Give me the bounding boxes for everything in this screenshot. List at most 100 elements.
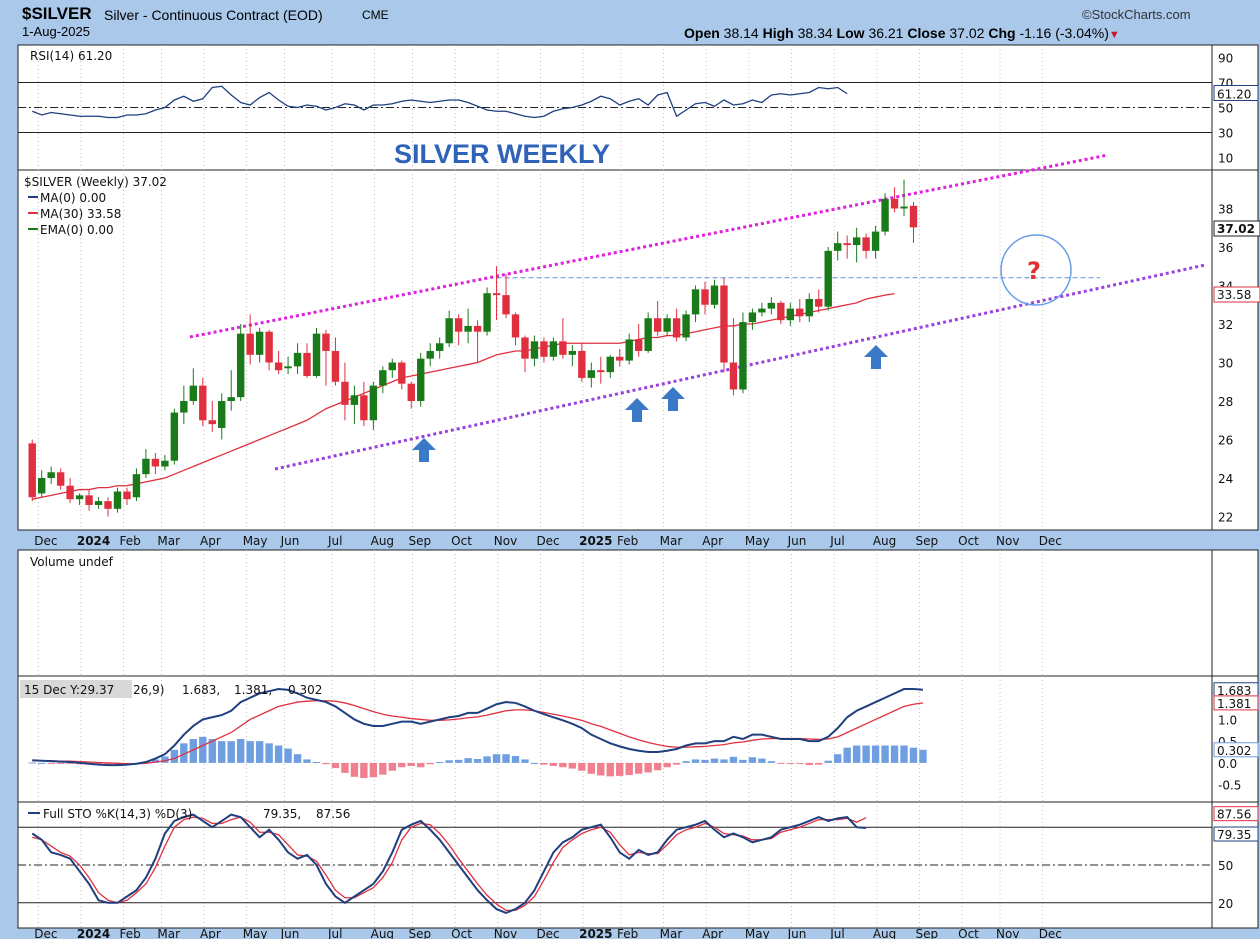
macd-histogram-bar <box>379 762 387 775</box>
x-tick-label: Mar <box>660 534 683 548</box>
macd-histogram-bar <box>56 762 65 764</box>
macd-histogram-bar <box>464 758 472 763</box>
macd-histogram-bar <box>483 756 491 763</box>
candle-body <box>227 397 235 402</box>
close-label: Close <box>907 25 946 41</box>
candle-body <box>900 206 908 209</box>
macd-histogram-bar <box>653 762 662 771</box>
macd-histogram-bar <box>540 762 548 765</box>
x-tick-label-bottom: Aug <box>371 927 394 939</box>
candle-body <box>236 333 245 398</box>
candle-body <box>815 298 823 307</box>
candle-body <box>701 289 709 305</box>
x-tick-label: Dec <box>1039 534 1062 548</box>
candle-body <box>303 352 311 376</box>
x-tick-label-bottom: Dec <box>536 927 559 939</box>
price-legend: $SILVER (Weekly) 37.02 <box>24 175 167 189</box>
macd-histogram-bar <box>502 754 510 763</box>
x-tick-label-bottom: Jun <box>280 927 300 939</box>
legend-entry: MA(0) 0.00 <box>40 191 106 205</box>
close-value: 37.02 <box>949 25 985 41</box>
sto-tick-label: 20 <box>1218 897 1233 911</box>
candle-body <box>284 366 292 369</box>
candle-body <box>435 343 444 351</box>
price-panel <box>17 169 1213 531</box>
candle-body <box>85 495 93 505</box>
sto-value-box <box>1213 826 1259 842</box>
candle-body <box>56 472 65 486</box>
macd-histogram-bar <box>701 759 709 763</box>
candle-body <box>843 243 851 246</box>
candle-body <box>729 362 738 390</box>
sto-legend: Full STO %K(14,3) %D(3) <box>43 807 192 821</box>
low-label: Low <box>836 25 865 41</box>
open-value: 38.14 <box>723 25 759 41</box>
macd-histogram-bar <box>180 743 188 763</box>
candle-body <box>720 285 728 363</box>
chg-label: Chg <box>988 25 1016 41</box>
x-tick-label-bottom: Nov <box>494 927 517 939</box>
rsi-tick-label: 30 <box>1218 127 1233 141</box>
macd-histogram-bar <box>312 762 321 764</box>
candle-body <box>454 318 463 332</box>
volume-legend: Volume undef <box>30 555 114 569</box>
candle-body <box>142 458 150 475</box>
down-arrow-icon: ▼ <box>1108 29 1120 41</box>
candle-body <box>862 237 870 251</box>
candle-body <box>540 341 548 357</box>
macd-line <box>32 688 924 767</box>
x-tick-label: Jul <box>327 534 342 548</box>
candle-body <box>113 491 122 509</box>
macd-histogram-bar <box>341 762 349 773</box>
sto-d-legend-value: 87.56 <box>316 807 350 821</box>
candle-body <box>37 478 46 494</box>
macd-histogram-bar <box>587 762 596 774</box>
candle-body <box>75 495 84 500</box>
brand-logo[interactable]: ©StockCharts.com <box>1082 7 1191 22</box>
macd-histogram-bar <box>161 756 169 763</box>
candle-body <box>502 295 510 315</box>
x-tick-label: Nov <box>494 534 517 548</box>
price-tick-label: 36 <box>1218 241 1233 255</box>
x-tick-label: 2025 <box>579 534 612 548</box>
macd-histogram-bar <box>824 760 832 763</box>
candle-body <box>293 352 302 367</box>
rsi-last-value-box <box>1213 85 1259 101</box>
x-tick-label: Jul <box>829 534 844 548</box>
candle-body <box>161 460 169 467</box>
signal-legend-value: 1.381, <box>234 683 272 697</box>
sto-d-line <box>32 816 867 912</box>
candle-body <box>28 443 36 498</box>
macd-histogram-bar <box>521 759 529 763</box>
macd-histogram-bar <box>549 762 558 766</box>
x-tick-label: Feb <box>120 534 141 548</box>
legend-entry: EMA(0) 0.00 <box>40 223 114 237</box>
macd-histogram-bar <box>777 762 785 764</box>
x-tick-label: Jun <box>787 534 807 548</box>
macd-tick-label: -0.5 <box>1218 779 1241 793</box>
macd-legend: 26,9) <box>133 683 164 697</box>
candle-body <box>682 314 690 338</box>
macd-value-label: 0.302 <box>1217 744 1251 758</box>
macd-histogram-bar <box>862 745 870 763</box>
macd-histogram-bar <box>758 758 766 763</box>
candle-body <box>274 362 283 371</box>
chg-value: -1.16 (-3.04%) <box>1019 25 1109 41</box>
x-tick-label-bottom: May <box>243 927 268 939</box>
candle-body <box>180 401 188 413</box>
x-tick-label-bottom: Oct <box>451 927 472 939</box>
sto-value-box <box>1213 806 1259 822</box>
candle-body <box>94 501 103 505</box>
macd-histogram-bar <box>881 745 889 763</box>
candle-body <box>672 318 681 338</box>
macd-histogram-bar <box>369 762 378 778</box>
candle-body <box>549 341 558 357</box>
macd-histogram-bar <box>350 762 359 777</box>
macd-histogram-bar <box>151 759 160 763</box>
candle-body <box>360 395 368 421</box>
candle-body <box>170 412 179 461</box>
macd-histogram-bar <box>919 749 927 763</box>
candle-body <box>464 325 472 332</box>
vol-axis-area <box>1211 549 1259 677</box>
